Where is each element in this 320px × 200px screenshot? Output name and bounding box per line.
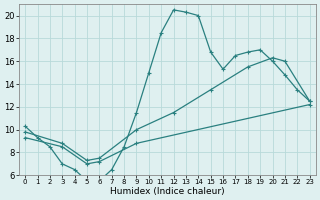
X-axis label: Humidex (Indice chaleur): Humidex (Indice chaleur) [110,187,225,196]
